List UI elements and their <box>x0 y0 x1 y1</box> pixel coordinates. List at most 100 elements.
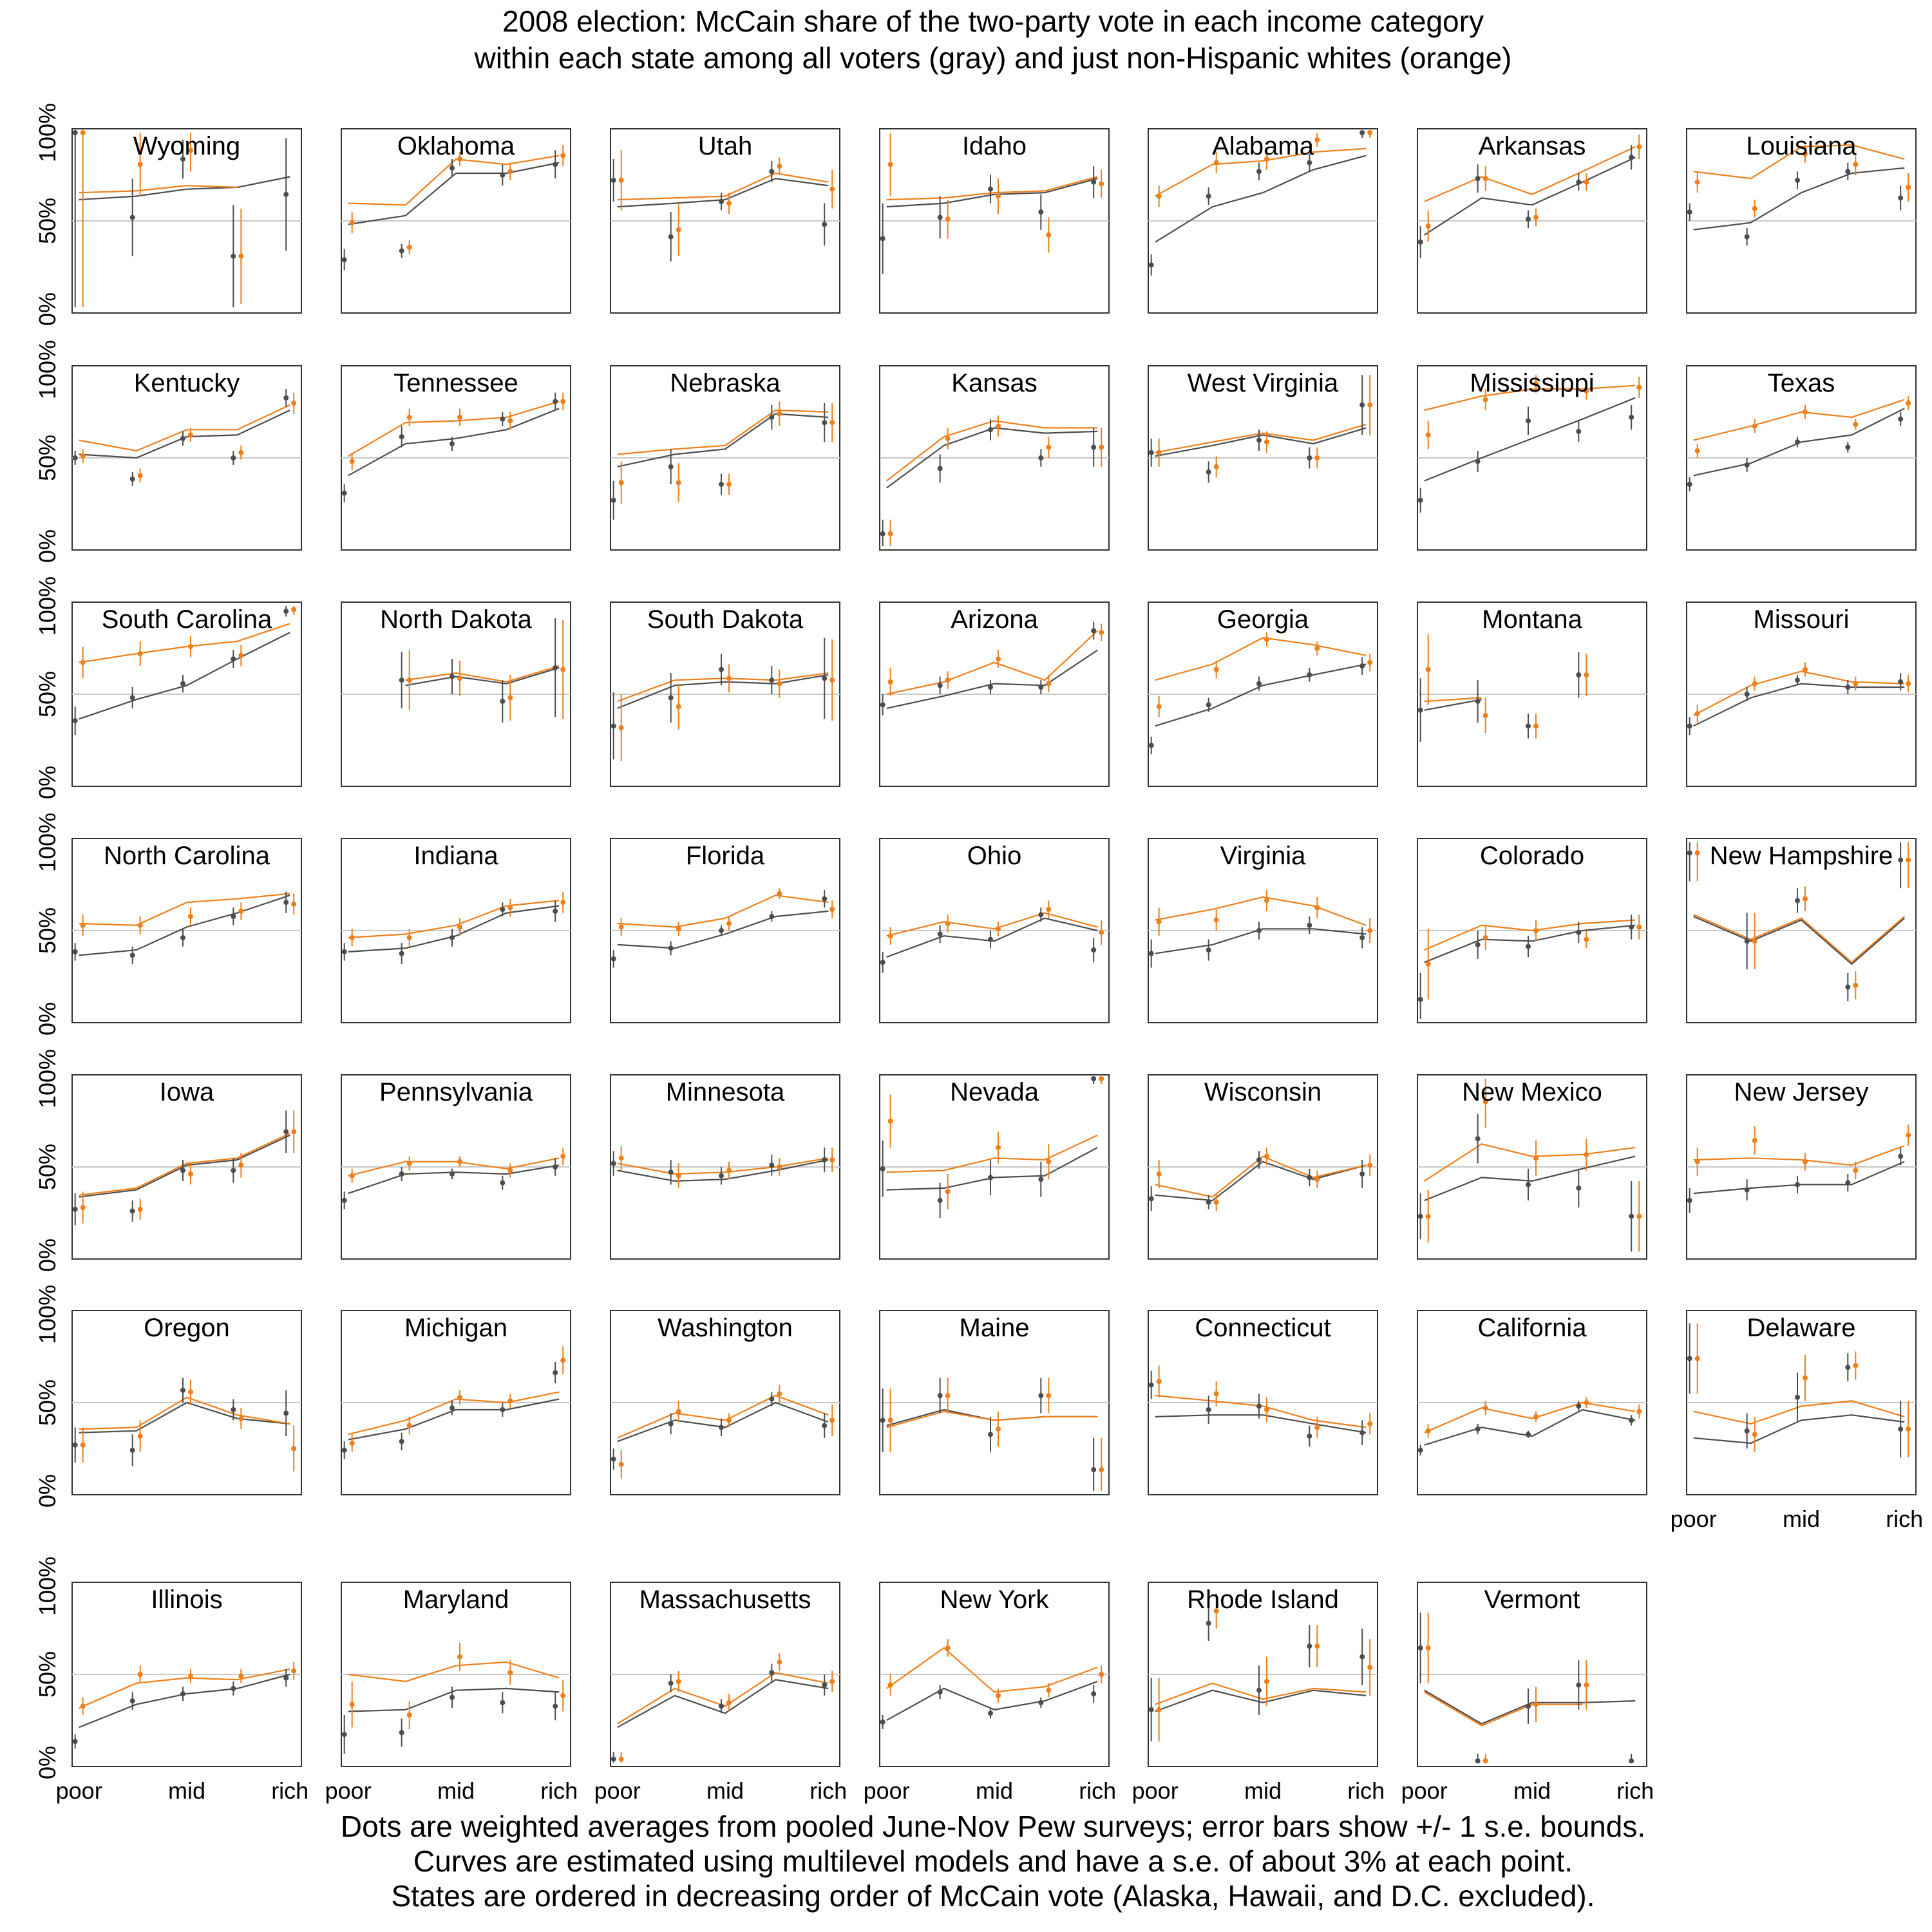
point-all-voters-dot <box>1256 928 1262 933</box>
point-all-voters-dot <box>1307 1175 1312 1180</box>
point-non-hispanic-whites-dot <box>80 453 86 459</box>
point-all-voters-dot <box>769 169 775 175</box>
panel-title: Pennsylvania <box>379 1078 533 1106</box>
point-all-voters-dot <box>1475 1758 1481 1764</box>
panel-mississippi: Mississippi <box>1417 365 1647 551</box>
point-non-hispanic-whites-dot <box>137 1434 143 1439</box>
curve-all-voters <box>1155 1160 1367 1202</box>
curve-all-voters <box>1424 397 1636 482</box>
point-non-hispanic-whites-dot <box>1482 1099 1488 1104</box>
point-all-voters-dot <box>1526 1182 1531 1188</box>
panel-title: Utah <box>698 132 753 160</box>
curve-non-hispanic-whites <box>348 155 560 206</box>
point-non-hispanic-whites-dot <box>829 420 835 426</box>
curve-all-voters <box>886 1146 1098 1191</box>
point-non-hispanic-whites-dot <box>238 450 244 455</box>
point-all-voters-dot <box>1795 677 1800 683</box>
curve-non-hispanic-whites <box>617 1672 829 1725</box>
curve-non-hispanic-whites <box>1693 670 1905 716</box>
curve-all-voters <box>1693 1160 1905 1195</box>
point-non-hispanic-whites-dot <box>1264 1678 1269 1684</box>
panel-title: Georgia <box>1217 605 1309 634</box>
curve-non-hispanic-whites <box>886 420 1098 482</box>
point-non-hispanic-whites-dot <box>560 1153 566 1159</box>
point-non-hispanic-whites-dot <box>1425 961 1431 967</box>
point-all-voters-dot <box>1206 469 1211 475</box>
x-tick-label: rich <box>1886 1506 1923 1532</box>
point-all-voters-dot <box>1417 1213 1423 1219</box>
point-all-voters-dot <box>1359 663 1365 669</box>
point-non-hispanic-whites-dot <box>507 695 513 701</box>
point-non-hispanic-whites-dot <box>1264 898 1269 904</box>
curve-non-hispanic-whites <box>617 1394 829 1439</box>
point-non-hispanic-whites-dot <box>507 1168 513 1173</box>
curve-non-hispanic-whites <box>1693 144 1905 180</box>
panel-delaware: Delaware poor mid rich <box>1671 1310 1923 1532</box>
caption-line-3: States are ordered in decreasing order o… <box>391 1879 1595 1913</box>
point-all-voters-dot <box>1148 1707 1154 1712</box>
point-non-hispanic-whites-dot <box>1367 1665 1373 1671</box>
point-all-voters-dot <box>822 1157 828 1163</box>
point-non-hispanic-whites-dot <box>1156 1707 1162 1712</box>
point-non-hispanic-whites-dot <box>829 907 835 913</box>
curve-all-voters <box>348 1687 560 1712</box>
panel-wisconsin: Wisconsin <box>1148 1074 1378 1260</box>
curve-all-voters <box>1155 928 1367 954</box>
point-all-voters-dot <box>341 949 347 954</box>
point-all-voters-dot <box>129 214 135 220</box>
point-non-hispanic-whites-dot <box>1046 681 1052 687</box>
point-all-voters-dot <box>1744 1428 1750 1434</box>
point-all-voters-dot <box>180 1691 185 1697</box>
point-all-voters-dot <box>180 156 185 162</box>
point-non-hispanic-whites-dot <box>618 177 624 183</box>
point-all-voters-dot <box>988 186 993 192</box>
point-non-hispanic-whites-dot <box>406 414 412 420</box>
point-all-voters-dot <box>611 956 616 961</box>
point-non-hispanic-whites-dot <box>291 901 297 907</box>
caption-line-1: Dots are weighted averages from pooled J… <box>341 1810 1645 1843</box>
point-all-voters-dot <box>231 914 236 920</box>
panel-title: Wyoming <box>133 132 240 160</box>
point-all-voters-dot <box>1845 984 1851 990</box>
point-non-hispanic-whites-dot <box>507 1670 513 1676</box>
point-non-hispanic-whites-dot <box>188 1389 193 1395</box>
curve-non-hispanic-whites <box>79 1668 290 1709</box>
y-tick-label: 100% <box>34 813 61 872</box>
point-non-hispanic-whites-dot <box>1636 924 1642 930</box>
point-non-hispanic-whites-dot <box>457 676 462 681</box>
point-all-voters-dot <box>668 234 674 240</box>
point-non-hispanic-whites-dot <box>887 933 893 939</box>
point-non-hispanic-whites-dot <box>1425 432 1431 438</box>
point-all-voters-dot <box>1687 209 1692 215</box>
point-non-hispanic-whites-dot <box>1264 156 1269 162</box>
point-all-voters-dot <box>988 1175 993 1180</box>
point-non-hispanic-whites-dot <box>1367 1421 1373 1426</box>
point-all-voters-dot <box>668 695 674 701</box>
point-all-voters-dot <box>1744 462 1750 468</box>
y-tick-label: 0% <box>34 766 61 799</box>
point-all-voters-dot <box>180 435 185 441</box>
point-all-voters-dot <box>719 1173 724 1179</box>
point-all-voters-dot <box>1576 1403 1582 1409</box>
point-all-voters-dot <box>231 1685 236 1691</box>
curve-non-hispanic-whites <box>1424 384 1636 412</box>
point-non-hispanic-whites-dot <box>1367 402 1373 408</box>
point-all-voters-dot <box>1206 1406 1211 1412</box>
point-all-voters-dot <box>1576 672 1582 677</box>
curve-all-voters <box>617 1679 829 1728</box>
point-all-voters-dot <box>1898 1426 1904 1432</box>
point-all-voters-dot <box>1256 681 1262 687</box>
state-panels: Wyoming 0% 50% 100% Oklahoma Utah Idaho Alabama… <box>34 103 1923 1804</box>
panel-title: South Dakota <box>647 605 804 634</box>
point-non-hispanic-whites-dot <box>1906 1426 1911 1432</box>
point-all-voters-dot <box>1795 177 1800 183</box>
point-non-hispanic-whites-dot <box>188 1171 193 1177</box>
point-non-hispanic-whites-dot <box>560 1358 566 1363</box>
point-non-hispanic-whites-dot <box>1533 1701 1539 1707</box>
point-non-hispanic-whites-dot <box>560 667 566 672</box>
point-all-voters-dot <box>1256 169 1262 175</box>
y-tick-label: 50% <box>34 671 61 717</box>
point-all-voters-dot <box>769 414 775 420</box>
point-non-hispanic-whites-dot <box>676 704 681 710</box>
curve-all-voters <box>886 649 1098 709</box>
